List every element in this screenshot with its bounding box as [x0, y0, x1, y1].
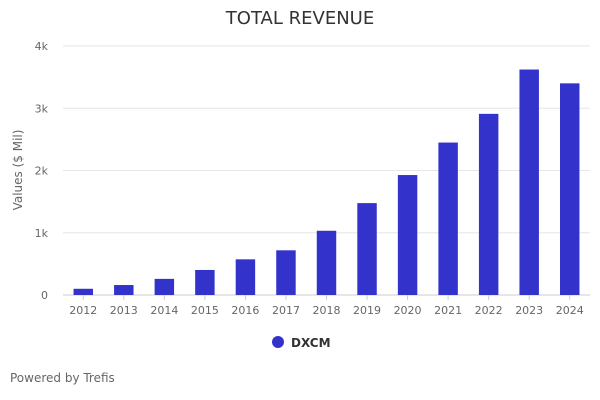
- y-tick-label: 4k: [35, 40, 49, 53]
- powered-by-footer: Powered by Trefis: [10, 371, 115, 385]
- x-tick-label: 2019: [353, 304, 381, 317]
- legend-label: DXCM: [291, 336, 331, 350]
- x-tick-label: 2024: [556, 304, 584, 317]
- bar-2020: [397, 175, 418, 295]
- bar-2015: [195, 269, 215, 295]
- x-tick-label: 2016: [231, 304, 259, 317]
- x-tick-label: 2012: [69, 304, 97, 317]
- legend: DXCM: [272, 336, 331, 350]
- y-gridlines: [63, 45, 590, 296]
- x-tick-label: 2018: [313, 304, 341, 317]
- x-tick-label: 2013: [110, 304, 138, 317]
- x-tick-label: 2023: [515, 304, 543, 317]
- y-tick-label: 3k: [35, 102, 49, 115]
- bar-2014: [154, 278, 175, 295]
- x-tick-label: 2014: [150, 304, 178, 317]
- x-tick-label: 2015: [191, 304, 219, 317]
- y-tick-label: 1k: [35, 227, 49, 240]
- bar-2012: [73, 288, 93, 295]
- bar-2021: [438, 142, 458, 295]
- bar-series: [73, 69, 580, 295]
- bar-2019: [357, 203, 377, 295]
- legend-swatch: [272, 336, 284, 348]
- y-axis-label: Values ($ Mil): [11, 130, 25, 211]
- x-axis-ticks: 2012 2013 2014 2015 2016 2017 2018 2019 2020 2021…: [69, 295, 584, 317]
- bar-2016: [235, 259, 256, 295]
- chart-title: TOTAL REVENUE: [225, 8, 374, 29]
- x-tick-label: 2022: [475, 304, 503, 317]
- x-tick-label: 2020: [394, 304, 422, 317]
- bar-2013: [114, 285, 134, 295]
- x-tick-label: 2017: [272, 304, 300, 317]
- bar-2018: [316, 230, 337, 295]
- y-tick-label: 2k: [35, 165, 49, 178]
- bar-2017: [276, 250, 296, 295]
- x-tick-label: 2021: [434, 304, 462, 317]
- bar-2024: [560, 83, 580, 295]
- bar-2023: [519, 69, 539, 295]
- y-tick-label: 0: [41, 289, 48, 302]
- bar-2022: [478, 113, 499, 295]
- y-axis-ticks: 0 1k 2k 3k 4k: [35, 40, 49, 302]
